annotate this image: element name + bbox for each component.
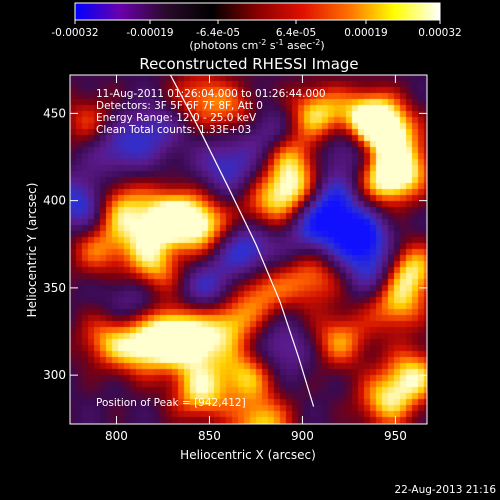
x-tick-label: 800 bbox=[105, 429, 128, 443]
y-tick-label: 300 bbox=[43, 368, 66, 382]
colorbar-tick-label: 0.00019 bbox=[344, 27, 387, 39]
annotation-time-range: 11-Aug-2011 01:26:04.000 to 01:26:44.000 bbox=[96, 88, 326, 100]
colorbar bbox=[74, 2, 441, 21]
solar-limb-curve bbox=[169, 75, 315, 407]
annotation-energy-range: Energy Range: 12.0 - 25.0 keV bbox=[96, 112, 257, 124]
axis-ticks: 800 850 900 950 300 350 400 450 bbox=[43, 75, 427, 443]
annotation-peak-position: Position of Peak = [942,412] bbox=[96, 397, 246, 409]
y-axis-label: Heliocentric Y (arcsec) bbox=[25, 183, 39, 318]
colorbar-unit-label: (photons cm-2 s-1 asec-2) bbox=[189, 38, 324, 52]
heatmap-image bbox=[70, 75, 427, 424]
colorbar-tick-label: -6.4e-05 bbox=[196, 27, 240, 39]
plot-frame bbox=[69, 74, 428, 425]
annotation-clean: Clean Total counts: 1.33E+03 bbox=[96, 124, 251, 136]
x-tick-label: 850 bbox=[198, 429, 221, 443]
colorbar-tick-label: 6.4e-05 bbox=[276, 27, 316, 39]
colorbar-tick-label: 0.00032 bbox=[418, 27, 461, 39]
annotation-detectors: Detectors: 3F 5F 6F 7F 8F, Att 0 bbox=[96, 100, 263, 112]
y-tick-label: 450 bbox=[43, 106, 66, 120]
x-axis-label: Heliocentric X (arcsec) bbox=[180, 448, 316, 462]
y-tick-label: 400 bbox=[43, 194, 66, 208]
x-tick-label: 950 bbox=[384, 429, 407, 443]
colorbar-tick-label: -0.00032 bbox=[51, 27, 98, 39]
x-tick-label: 900 bbox=[291, 429, 314, 443]
chart-title: Reconstructed RHESSI Image bbox=[139, 55, 358, 73]
colorbar-tick-label: -0.00019 bbox=[126, 27, 173, 39]
y-tick-label: 350 bbox=[43, 281, 66, 295]
colorbar-ticks: -0.00032 -0.00019 -6.4e-05 6.4e-05 0.00019 0.… bbox=[51, 20, 462, 39]
footer-date: 22-Aug-2013 21:16 bbox=[394, 484, 496, 496]
